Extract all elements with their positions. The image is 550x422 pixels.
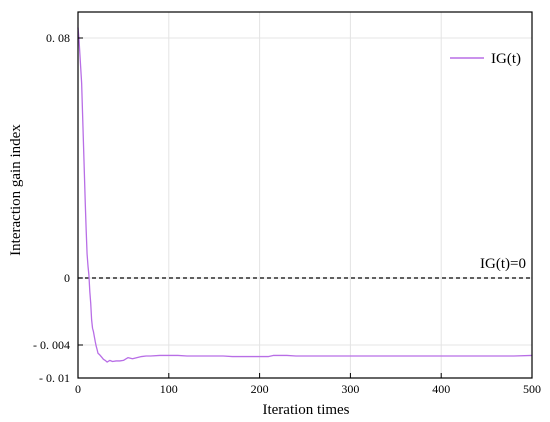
axes [77, 11, 533, 379]
legend-label: IG(t) [491, 51, 521, 67]
x-tick-label: 0 [75, 382, 81, 396]
grid [77, 12, 533, 379]
y-tick-label: - 0. 01 [39, 371, 70, 385]
x-tick-label: 100 [160, 382, 178, 396]
legend: IG(t) [450, 51, 521, 67]
x-tick-label: 200 [251, 382, 269, 396]
x-axis-title: Iteration times [262, 402, 349, 418]
y-axis-title: Interaction gain index [8, 124, 24, 256]
reference-line-group: IG(t)=0 [78, 256, 532, 279]
y-tick-label: 0. 08 [46, 31, 70, 45]
x-tick-label: 400 [432, 382, 450, 396]
x-tick-label: 300 [341, 382, 359, 396]
series-line-ig [77, 27, 533, 363]
reference-line-label: IG(t)=0 [480, 256, 526, 272]
y-tick-label: - 0. 004 [33, 338, 70, 352]
x-tick-label: 500 [523, 382, 541, 396]
tick-labels: 0 100 200 300 400 500 0. 08 0 - 0. 004 - 0. 01 [33, 31, 541, 396]
y-tick-label: 0 [64, 271, 70, 285]
plot-frame [77, 11, 533, 379]
series-group [77, 27, 533, 363]
